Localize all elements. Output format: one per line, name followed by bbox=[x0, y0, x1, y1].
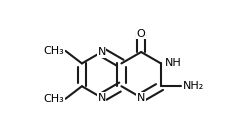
Text: O: O bbox=[137, 29, 146, 39]
Text: NH: NH bbox=[165, 58, 182, 68]
Text: N: N bbox=[98, 47, 106, 57]
Text: CH₃: CH₃ bbox=[44, 46, 65, 56]
Text: N: N bbox=[98, 93, 106, 103]
Text: N: N bbox=[137, 93, 145, 103]
Text: CH₃: CH₃ bbox=[44, 94, 65, 104]
Text: NH₂: NH₂ bbox=[183, 81, 204, 91]
